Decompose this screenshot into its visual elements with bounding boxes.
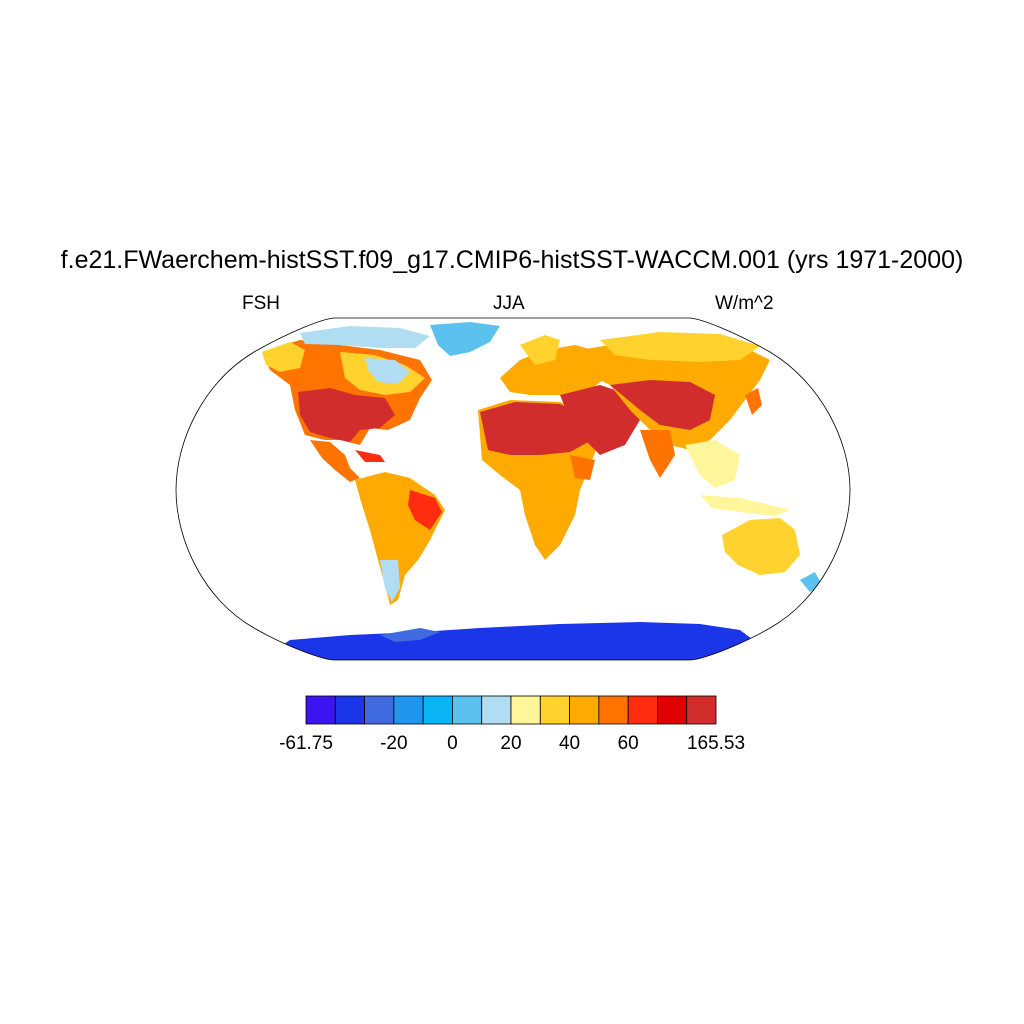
colorbar-tick-label: -61.75 xyxy=(279,733,333,754)
colorbar-swatch xyxy=(364,695,395,725)
colorbar-swatch xyxy=(305,695,336,725)
region-arctic-islands xyxy=(300,326,430,348)
region-india xyxy=(640,430,675,478)
season-label: JJA xyxy=(493,293,525,314)
region-southeast-asia xyxy=(685,440,740,488)
region-hudson-bay xyxy=(365,358,410,384)
region-antarctica xyxy=(270,622,760,660)
colorbar-swatch xyxy=(334,695,365,725)
colorbar-tick-label: 20 xyxy=(500,733,522,754)
region-new-zealand xyxy=(800,572,822,592)
region-central-america xyxy=(310,440,360,482)
colorbar-swatch xyxy=(452,695,483,725)
region-south-america xyxy=(355,472,445,605)
colorbar-swatch xyxy=(569,695,600,725)
colorbar-swatch xyxy=(657,695,688,725)
colorbar-tick-label: 165.53 xyxy=(686,733,746,754)
region-brazil-east xyxy=(408,490,442,530)
colorbar-swatch xyxy=(481,695,512,725)
region-horn-africa xyxy=(570,455,595,480)
region-siberia xyxy=(600,332,760,362)
region-australia xyxy=(722,518,800,575)
land-layer xyxy=(262,322,822,660)
region-antarctica-peninsula xyxy=(380,628,440,642)
colorbar-tick-label: 0 xyxy=(447,733,458,754)
region-middle-east xyxy=(560,385,640,455)
colorbar xyxy=(305,695,717,725)
colorbar-swatch xyxy=(393,695,424,725)
colorbar-tick-label: 60 xyxy=(617,733,639,754)
colorbar-swatch xyxy=(539,695,570,725)
region-patagonia xyxy=(380,560,400,602)
colorbar-swatch xyxy=(686,695,717,725)
region-sahara xyxy=(480,402,592,455)
region-greenland xyxy=(430,322,500,356)
region-central-asia xyxy=(610,380,715,430)
region-indonesia xyxy=(700,495,790,516)
plot-title: f.e21.FWaerchem-histSST.f09_g17.CMIP6-hi… xyxy=(60,246,964,274)
colorbar-swatch xyxy=(627,695,658,725)
region-scandinavia xyxy=(520,335,560,365)
region-us-hot xyxy=(298,388,395,442)
colorbar-tick-label: -20 xyxy=(380,733,408,754)
region-caribbean xyxy=(355,450,385,462)
units-label: W/m^2 xyxy=(715,293,774,314)
region-alaska xyxy=(262,342,305,372)
globe-outline xyxy=(175,317,851,661)
colorbar-swatch xyxy=(510,695,541,725)
colorbar-swatch xyxy=(422,695,453,725)
colorbar-tick-label: 40 xyxy=(558,733,581,754)
variable-label: FSH xyxy=(242,293,280,314)
region-europe xyxy=(500,345,610,395)
colorbar-swatch xyxy=(598,695,629,725)
region-japan xyxy=(745,388,762,415)
